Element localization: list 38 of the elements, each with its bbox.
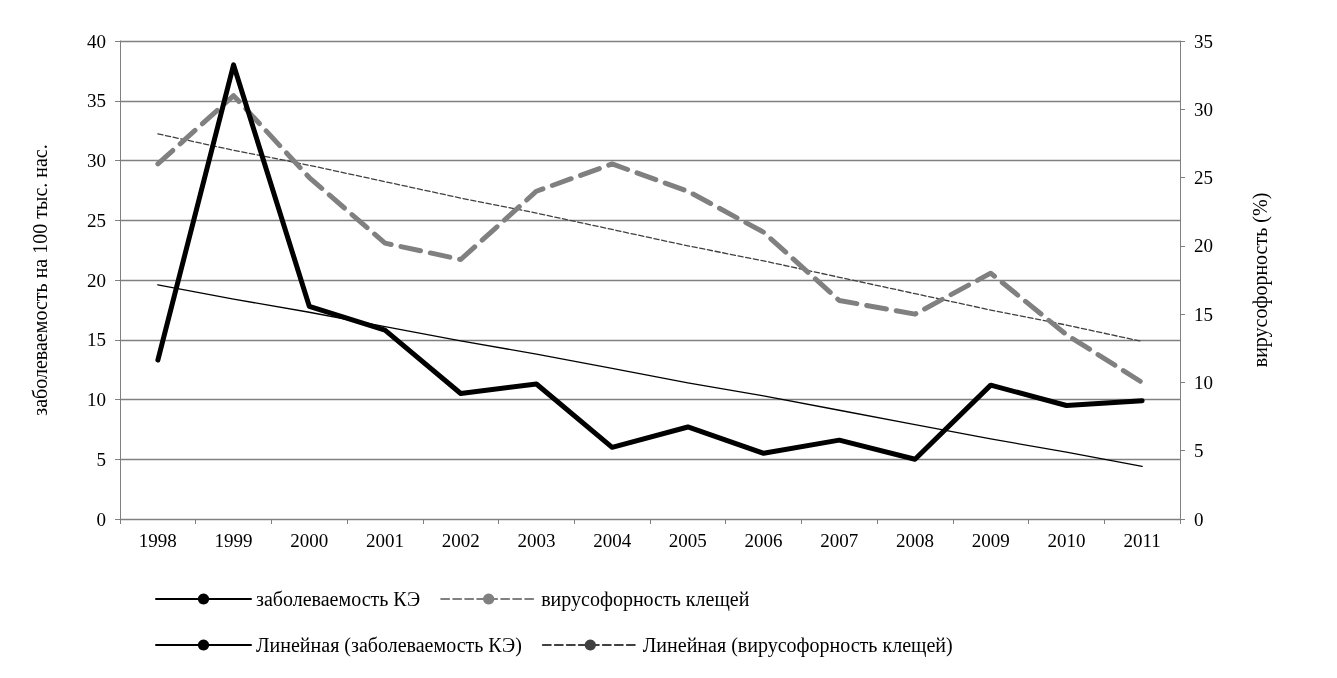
- y-axis-title: заболеваемость на 100 тыс. нас.: [29, 144, 51, 416]
- y2-tick-label: 15: [1194, 303, 1213, 325]
- x-tick-label: 2004: [593, 530, 632, 551]
- y2-tick-label: 35: [1194, 30, 1213, 52]
- y2-tick-label: 30: [1194, 98, 1213, 120]
- legend-label: Линейная (заболеваемость КЭ): [256, 634, 522, 657]
- x-tick-label: 2011: [1123, 530, 1161, 551]
- x-tick-label: 2003: [517, 530, 556, 551]
- x-tick-label: 1999: [214, 530, 253, 551]
- y-tick-label: 30: [87, 150, 106, 171]
- y-tick-label: 15: [87, 329, 106, 351]
- legend-label: Линейная (вирусофорность клещей): [642, 634, 953, 657]
- x-tick-label: 2005: [668, 530, 707, 551]
- x-tick-label: 2001: [366, 530, 404, 551]
- x-tick-label: 2008: [896, 530, 934, 551]
- y2-tick-label: 10: [1194, 371, 1213, 393]
- line-series: [157, 133, 1143, 343]
- y-tick-label: 20: [87, 269, 106, 291]
- y2-tick-label: 5: [1194, 440, 1204, 462]
- y2-tick-label: 25: [1194, 167, 1213, 189]
- y-tick-label: 0: [96, 508, 106, 530]
- x-tick-label: 2010: [1047, 530, 1086, 551]
- y2-tick-label: 0: [1194, 508, 1204, 530]
- x-tick-label: 1998: [138, 530, 177, 551]
- y-tick-label: 10: [87, 389, 106, 410]
- y2-tick-label: 20: [1194, 235, 1213, 257]
- x-tick-label: 2007: [820, 530, 859, 551]
- y-tick-label: 25: [87, 209, 106, 231]
- y-tick-label: 40: [87, 30, 106, 52]
- y-tick-label: 5: [96, 448, 106, 470]
- x-tick-label: 2009: [971, 530, 1010, 551]
- x-tick-label: 2006: [744, 530, 783, 551]
- legend-label: заболеваемость КЭ: [256, 588, 421, 610]
- y2-axis-title: вирусофорность (%): [1249, 192, 1272, 368]
- x-tick-label: 2002: [441, 530, 480, 551]
- legend-label: вирусофорность клещей: [541, 588, 750, 611]
- x-tick-label: 2000: [290, 530, 329, 551]
- y-tick-label: 35: [87, 90, 106, 112]
